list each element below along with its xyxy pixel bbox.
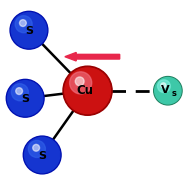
Circle shape [70,72,92,94]
Circle shape [11,84,28,101]
FancyArrow shape [65,53,120,61]
Circle shape [33,144,40,151]
Circle shape [154,77,182,105]
Circle shape [23,136,61,174]
Circle shape [65,68,110,114]
Circle shape [63,66,112,115]
Text: s: s [171,89,176,98]
Text: S: S [25,26,33,36]
Circle shape [158,80,170,93]
Circle shape [25,137,60,173]
Circle shape [75,77,84,86]
Circle shape [16,88,23,94]
Circle shape [155,77,181,104]
Circle shape [8,81,43,116]
Circle shape [28,140,45,157]
Circle shape [15,16,32,33]
Circle shape [20,20,26,26]
Circle shape [6,79,44,117]
Circle shape [161,83,166,88]
Text: Cu: Cu [77,84,94,97]
Text: V: V [161,85,170,95]
Text: S: S [38,151,46,161]
Text: S: S [21,94,29,104]
Circle shape [11,13,47,48]
Circle shape [10,11,48,49]
